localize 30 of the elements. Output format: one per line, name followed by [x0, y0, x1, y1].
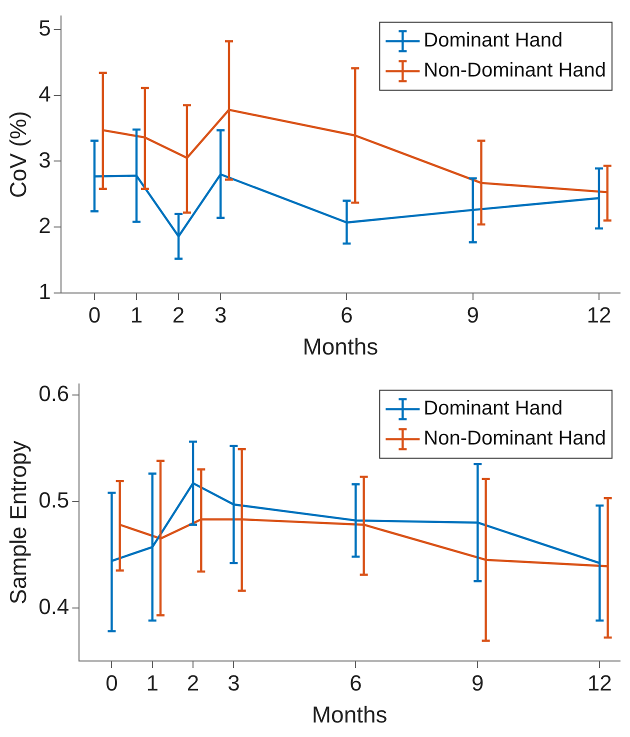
y-axis-title: Sample Entropy — [5, 440, 32, 604]
x-axis-title: Months — [312, 702, 388, 728]
x-tick-label: 1 — [130, 302, 143, 328]
x-tick-label: 2 — [186, 670, 200, 696]
y-tick-label: 0.5 — [38, 487, 70, 512]
x-tick-label: 0 — [106, 670, 118, 696]
y-tick-label: 1 — [38, 279, 51, 304]
y-axis-title: CoV (%) — [5, 111, 32, 198]
x-tick-label: 0 — [88, 302, 101, 328]
y-tick-label: 3 — [38, 147, 51, 172]
x-tick-label: 12 — [587, 670, 612, 696]
x-tick-label: 2 — [172, 302, 185, 328]
legend-label: Non-Dominant Hand — [424, 428, 606, 450]
x-tick-label: 3 — [228, 670, 240, 696]
legend-label: Dominant Hand — [424, 30, 563, 52]
legend-label: Non-Dominant Hand — [424, 60, 606, 82]
x-tick-label: 9 — [472, 670, 484, 696]
x-tick-label: 9 — [466, 302, 479, 328]
x-tick-label: 6 — [350, 670, 362, 696]
y-tick-label: 4 — [38, 81, 51, 106]
x-tick-label: 6 — [340, 302, 353, 328]
y-tick-label: 5 — [38, 15, 51, 40]
legend-label: Dominant Hand — [424, 398, 563, 420]
x-axis-title: Months — [302, 334, 378, 360]
y-tick-label: 0.6 — [38, 380, 70, 406]
x-tick-label: 12 — [586, 302, 612, 328]
x-tick-label: 1 — [146, 670, 158, 696]
y-tick-label: 2 — [38, 213, 51, 238]
x-tick-label: 3 — [214, 302, 227, 328]
y-tick-label: 0.4 — [38, 594, 70, 619]
